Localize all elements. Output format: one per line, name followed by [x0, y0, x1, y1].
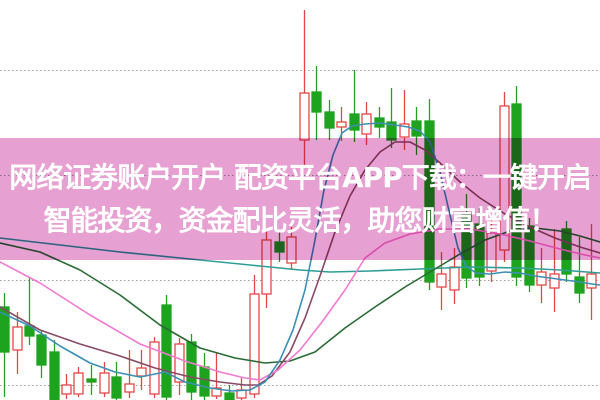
candle-up-body	[549, 273, 560, 289]
candle-down-body	[186, 341, 197, 393]
candle-down-body	[311, 91, 322, 113]
candle-up-body	[399, 123, 410, 138]
candle-up-body	[124, 383, 135, 393]
candle-up-body	[211, 387, 222, 397]
candle-down-body	[0, 306, 10, 353]
promo-ad-text[interactable]: 网络证券账户开户 配资平台APP下载：一键开启 智能投资，资金配比灵活，助您财富…	[0, 156, 600, 242]
candle-down-body	[224, 392, 235, 400]
candle-up-body	[249, 293, 260, 395]
candle-down-body	[199, 366, 210, 397]
candle-down-body	[36, 334, 47, 366]
candle-up-body	[536, 271, 547, 286]
candle-down-body	[86, 378, 97, 383]
candle-up-body	[73, 372, 84, 395]
candle-up-body	[436, 273, 447, 288]
candle-down-body	[49, 351, 60, 400]
candle-up-body	[99, 372, 110, 394]
candle-up-body	[299, 92, 310, 141]
candle-down-body	[574, 276, 585, 294]
candle-up-body	[449, 266, 460, 291]
candle-up-body	[61, 384, 72, 395]
candle-down-body	[161, 304, 172, 398]
promo-text-line-2: 智能投资，资金配比灵活，助您财富增值！	[43, 204, 557, 237]
promo-overlay-band	[0, 138, 600, 260]
candle-down-body	[111, 376, 122, 399]
candle-down-body	[324, 111, 335, 129]
candle-up-body	[12, 326, 23, 351]
candle-up-body	[136, 367, 147, 377]
ma-steel-blue-line	[0, 122, 600, 392]
candle-up-body	[174, 343, 185, 383]
candle-down-body	[349, 113, 360, 131]
candle-up-body	[336, 121, 347, 128]
candle-up-body	[586, 273, 597, 289]
promo-text-line-1: 网络证券账户开户 配资平台APP下载：一键开启	[9, 161, 591, 194]
